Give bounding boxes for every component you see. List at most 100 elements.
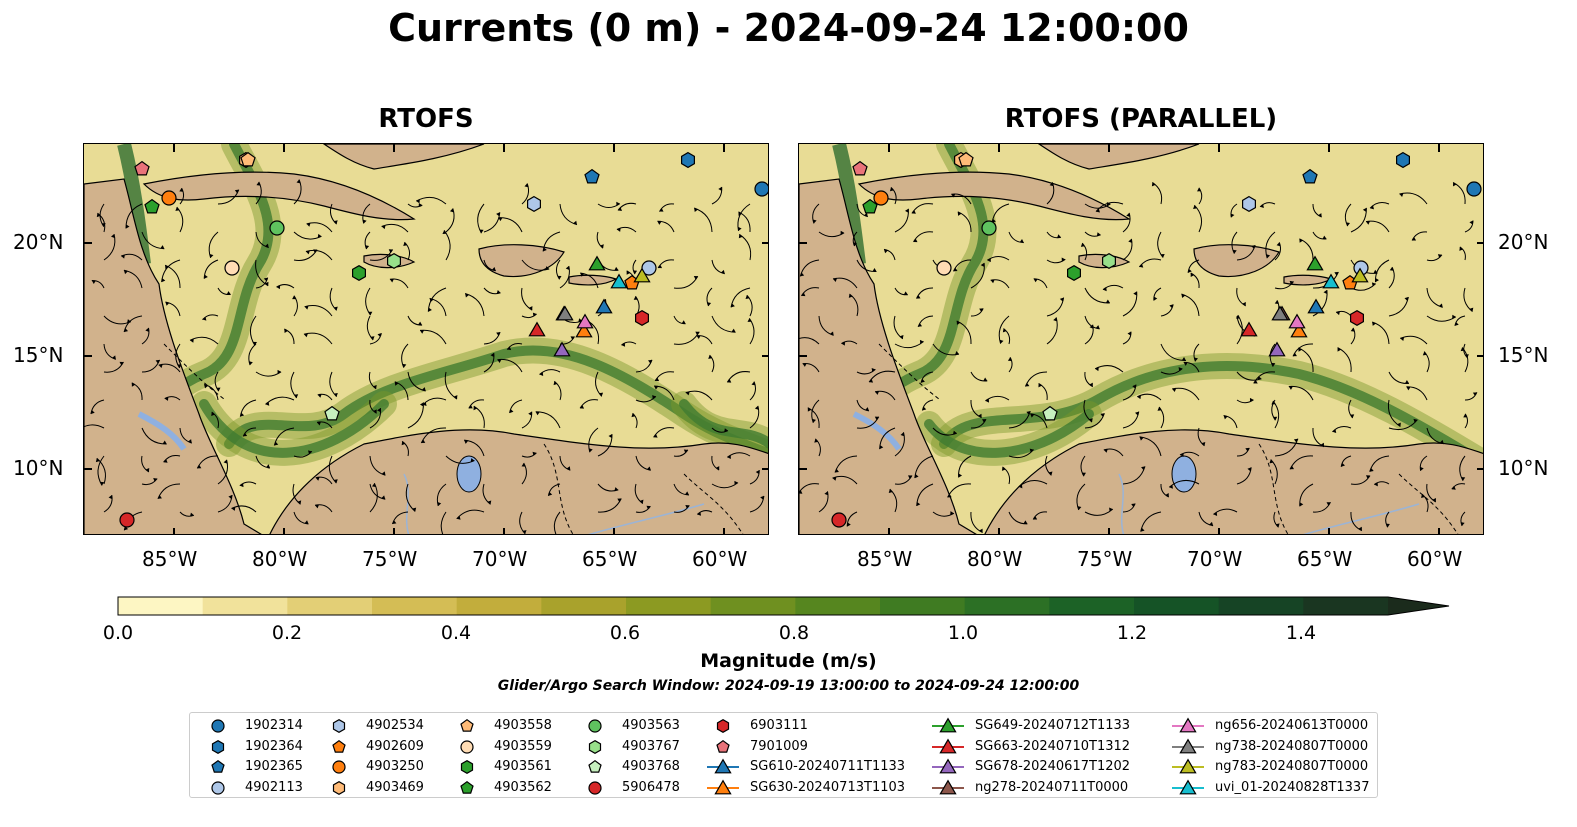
marker-SG663-20240710T1312 [528,321,546,337]
legend-marker-icon [588,719,602,733]
legend-marker-icon [588,739,602,754]
colorbar-tick: 1.0 [947,622,979,644]
land-mass [84,178,262,534]
legend-item-label: SG649-20240712T1133 [975,718,1131,733]
colorbar-segment [456,597,542,615]
marker-SG678-20240617T1202 [553,341,571,357]
legend-item-label: SG630-20240713T1103 [750,779,906,795]
lat-tick-label-left: 20°N [13,230,64,254]
lake-nicaragua [137,411,187,451]
marker-6903111 [634,310,650,326]
legend-item-label: 4903768 [622,759,680,774]
marker-4903561 [352,265,366,281]
legend-item-label: 4902534 [366,718,424,733]
legend-marker-icon [332,780,346,795]
marker-4903558 [240,151,256,167]
legend-item-label: 4903563 [622,718,680,733]
land-mass [142,171,416,221]
colorbar-tick: 0.6 [609,622,641,644]
legend-item-label: 4903562 [494,779,552,795]
legend-marker-icon [332,760,346,774]
legend-item-label: ng738-20240807T0000 [1215,738,1369,754]
colorbar-segment [1303,597,1389,615]
marker-1902364 [1395,151,1411,169]
lon-tick-label: 80°W [967,547,1023,571]
marker-4903768 [324,405,340,421]
legend-marker-icon [588,759,602,773]
legend-item-label: 1902314 [245,718,303,733]
land-mass [799,178,977,534]
legend-marker-icon [211,719,225,733]
lon-tick-label: 85°W [857,547,913,571]
legend-marker-icon [1179,717,1197,733]
marker-4903767 [387,253,401,269]
legend-marker-icon [1179,779,1197,794]
marker-1902365 [1302,168,1318,184]
lat-tick-label-left: 15°N [13,343,64,367]
legend-item-label: SG678-20240617T1202 [975,759,1131,774]
colorbar-tick: 0.4 [440,622,472,644]
lon-tick-label: 70°W [472,547,528,571]
colorbar-segment [964,597,1050,615]
marker-SG610-20240711T1133 [1307,298,1325,314]
marker-4903561 [1067,265,1081,281]
colorbar-tick: 0.8 [778,622,810,644]
land-mass [322,144,485,170]
legend-item-label: 4903558 [494,718,552,733]
figure-title: Currents (0 m) - 2024-09-24 12:00:00 [388,6,1189,50]
legend-marker-icon [939,779,957,794]
marker-ng738-20240807T0000 [1271,305,1289,321]
lake-maracaibo [456,455,482,493]
lake-nicaragua [852,411,902,451]
colorbar-segment [795,597,881,615]
colorbar-extend-arrow [1388,597,1449,615]
marker-4903562 [862,198,878,214]
legend-item-label: 5906478 [622,779,680,795]
lon-tick-label: 65°W [582,547,638,571]
legend-marker-icon [332,739,346,753]
legend-item-label: uvi_01-20240828T1337 [1215,779,1370,795]
legend-marker-icon [211,780,225,795]
lon-tick-label: 85°W [142,547,198,571]
marker-7901009 [134,160,150,176]
panel-title-rtofs-parallel: RTOFS (PARALLEL) [1004,104,1278,134]
marker-SG649-20240712T1133 [588,255,606,271]
legend-marker-icon [714,758,732,774]
legend-marker-icon [939,738,957,753]
marker-uvi_01-20240828T1337 [1322,273,1340,289]
map-panel-rtofs-parallel [798,143,1484,535]
marker-4903250 [873,190,889,206]
marker-ng656-20240613T0000 [576,313,594,329]
colorbar-tick: 0.0 [102,622,134,644]
legend-item-label: 4902113 [245,779,303,795]
colorbar-segment [202,597,288,615]
marker-4902534 [1242,195,1256,212]
colorbar-segment [626,597,712,615]
marker-5906478 [119,512,135,528]
colorbar-segment [1218,597,1304,615]
legend-marker-icon [939,717,957,733]
marker-5906478 [831,512,847,528]
colorbar-segment [541,597,627,615]
marker-4903563 [981,220,997,236]
marker-4903767 [1102,253,1116,269]
marker-1902364 [680,151,696,169]
colorbar-tick: 1.4 [1285,622,1317,644]
legend-marker-icon [588,780,602,795]
marker-7901009 [852,160,868,176]
marker-4903563 [269,220,285,236]
colorbar-segment [710,597,796,615]
colorbar-segment [1134,597,1220,615]
marker-ng656-20240613T0000 [1288,313,1306,329]
lon-tick-label: 60°W [1407,547,1463,571]
land-mass [1037,144,1200,170]
legend-item-label: 4902609 [366,738,424,754]
legend-item-label: 4903469 [366,779,424,795]
legend-item-label: 4903559 [494,738,552,754]
lat-tick-label-left: 10°N [13,456,64,480]
legend-marker-icon [460,780,474,794]
marker-SG649-20240712T1133 [1306,255,1324,271]
lon-tick-label: 75°W [362,547,418,571]
marker-4903562 [144,198,160,214]
legend-marker-icon [211,759,225,773]
